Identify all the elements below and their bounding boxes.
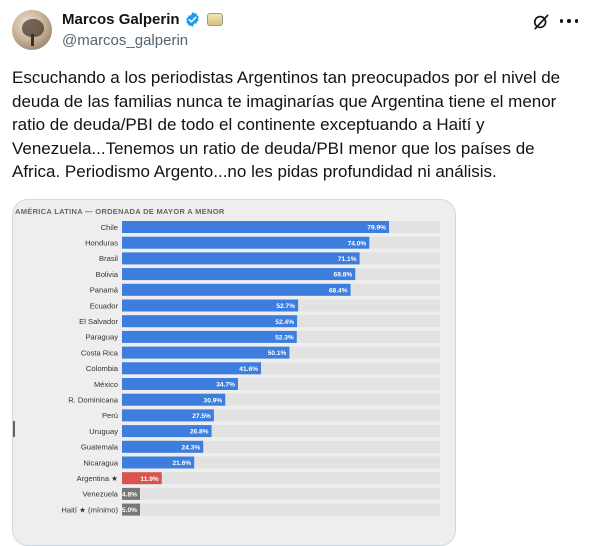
category-label: Perú	[102, 411, 118, 420]
category-label: Nicaragua	[83, 458, 118, 467]
value-label: 41.6%	[239, 366, 258, 373]
more-dot	[574, 19, 578, 23]
category-label: Guatemala	[81, 443, 119, 452]
category-label: Paraguay	[85, 333, 118, 342]
bar	[122, 409, 214, 422]
value-label: 50.1%	[268, 350, 287, 357]
tweet-media-image[interactable]: AMÉRICA LATINA — ORDENADA DE MAYOR A MEN…	[12, 199, 456, 546]
category-label: México	[94, 380, 118, 389]
value-label: 68.4%	[329, 287, 348, 294]
bar	[122, 456, 195, 469]
bar	[122, 315, 298, 328]
bar-track	[122, 472, 440, 485]
org-badge-icon[interactable]	[206, 13, 223, 26]
value-label: 79.9%	[367, 225, 386, 232]
bar-track	[122, 456, 440, 469]
value-label: 69.8%	[334, 272, 353, 279]
value-label: 34.7%	[216, 382, 235, 389]
bar	[122, 472, 162, 485]
bar	[122, 362, 262, 375]
bar	[122, 425, 212, 438]
grok-icon[interactable]	[531, 12, 551, 32]
author-name-row[interactable]: Marcos Galperin	[62, 11, 223, 28]
bar-chart: Chile 79.9% Honduras 74.0% Brasil 71.1% Bolivi…	[61, 221, 440, 516]
avatar-trunk-shape	[31, 34, 34, 46]
image-edge-marker	[13, 421, 15, 437]
value-label: 52.3%	[275, 335, 294, 342]
category-label: Haití ★ (mínimo)	[61, 505, 118, 514]
category-label: Venezuela	[83, 490, 119, 499]
category-label: Chile	[101, 223, 118, 232]
category-label: Brasil	[99, 254, 118, 263]
value-label: 71.1%	[338, 256, 357, 263]
category-label: Panamá	[90, 286, 119, 295]
tweet-text: Escuchando a los periodistas Argentinos …	[12, 68, 561, 181]
bar	[122, 378, 238, 390]
category-label: Bolivia	[96, 270, 119, 279]
bar	[122, 503, 140, 516]
bar	[122, 268, 356, 281]
bar	[122, 299, 299, 312]
author-name[interactable]: Marcos Galperin	[62, 11, 180, 28]
bar	[122, 330, 297, 343]
chart-image: AMÉRICA LATINA — ORDENADA DE MAYOR A MEN…	[13, 200, 455, 545]
category-label: Argentina ★	[77, 474, 119, 483]
value-label: 11.9%	[140, 476, 158, 483]
author-handle[interactable]: @marcos_galperin	[62, 32, 189, 49]
category-label: Uruguay	[89, 427, 118, 436]
value-label: 4.8%	[122, 492, 137, 499]
bar	[122, 487, 140, 500]
bar	[122, 440, 204, 453]
category-label: El Salvador	[79, 317, 118, 326]
category-label: Ecuador	[90, 301, 119, 310]
verified-badge-icon	[185, 12, 199, 27]
author-avatar[interactable]	[12, 10, 52, 50]
value-label: 27.5%	[192, 413, 211, 420]
value-label: 74.0%	[348, 240, 367, 247]
bar	[122, 221, 389, 233]
avatar-tree-shape	[22, 19, 44, 37]
chart-title: AMÉRICA LATINA — ORDENADA DE MAYOR A MEN…	[15, 207, 225, 216]
category-label: Costa Rica	[81, 348, 119, 357]
more-icon[interactable]	[560, 12, 578, 30]
bar-track	[122, 487, 440, 500]
value-label: 21.6%	[172, 460, 191, 467]
value-label: 52.4%	[275, 319, 294, 326]
bar	[122, 283, 351, 296]
value-label: 24.3%	[181, 444, 200, 451]
more-dot	[567, 19, 571, 23]
bar-track	[122, 503, 440, 516]
value-label: 52.7%	[276, 303, 295, 310]
bar	[122, 252, 360, 265]
more-dot	[560, 19, 564, 23]
category-label: Honduras	[85, 239, 118, 248]
value-label: 5.0%	[122, 507, 137, 514]
bar	[122, 346, 290, 359]
bar	[122, 393, 226, 406]
category-label: Colombia	[86, 364, 119, 373]
value-label: 26.8%	[190, 429, 209, 436]
value-label: 30.9%	[204, 397, 223, 404]
bar	[122, 236, 370, 249]
category-label: R. Dominicana	[68, 396, 119, 405]
